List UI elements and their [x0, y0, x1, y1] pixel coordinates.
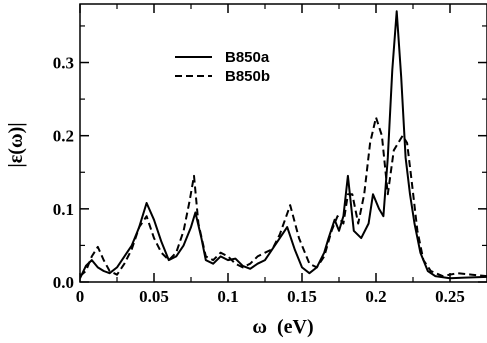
x-axis-title: ω (eV) [252, 316, 313, 338]
legend-label-b850a: B850a [225, 49, 270, 66]
series-line-b850a [80, 10, 487, 280]
x-tick-label: 0.15 [287, 287, 317, 306]
y-tick-label: 0.3 [53, 54, 74, 73]
legend-label-b850b: B850b [225, 68, 270, 85]
y-axis-title: |ε(ω)| [5, 122, 27, 167]
legend: B850a B850b [175, 49, 270, 85]
y-tick-label: 0.0 [53, 273, 74, 292]
x-tick-label: 0.2 [365, 287, 386, 306]
plot-frame [79, 3, 487, 283]
y-tick-label: 0.2 [53, 127, 74, 146]
x-tick-label: 0 [76, 287, 85, 306]
x-tick-label: 0.1 [217, 287, 238, 306]
x-tick-label: 0.25 [435, 287, 465, 306]
x-tick-label: 0.05 [139, 287, 169, 306]
y-tick-label: 0.1 [53, 200, 74, 219]
series-line-b850b [80, 116, 487, 278]
